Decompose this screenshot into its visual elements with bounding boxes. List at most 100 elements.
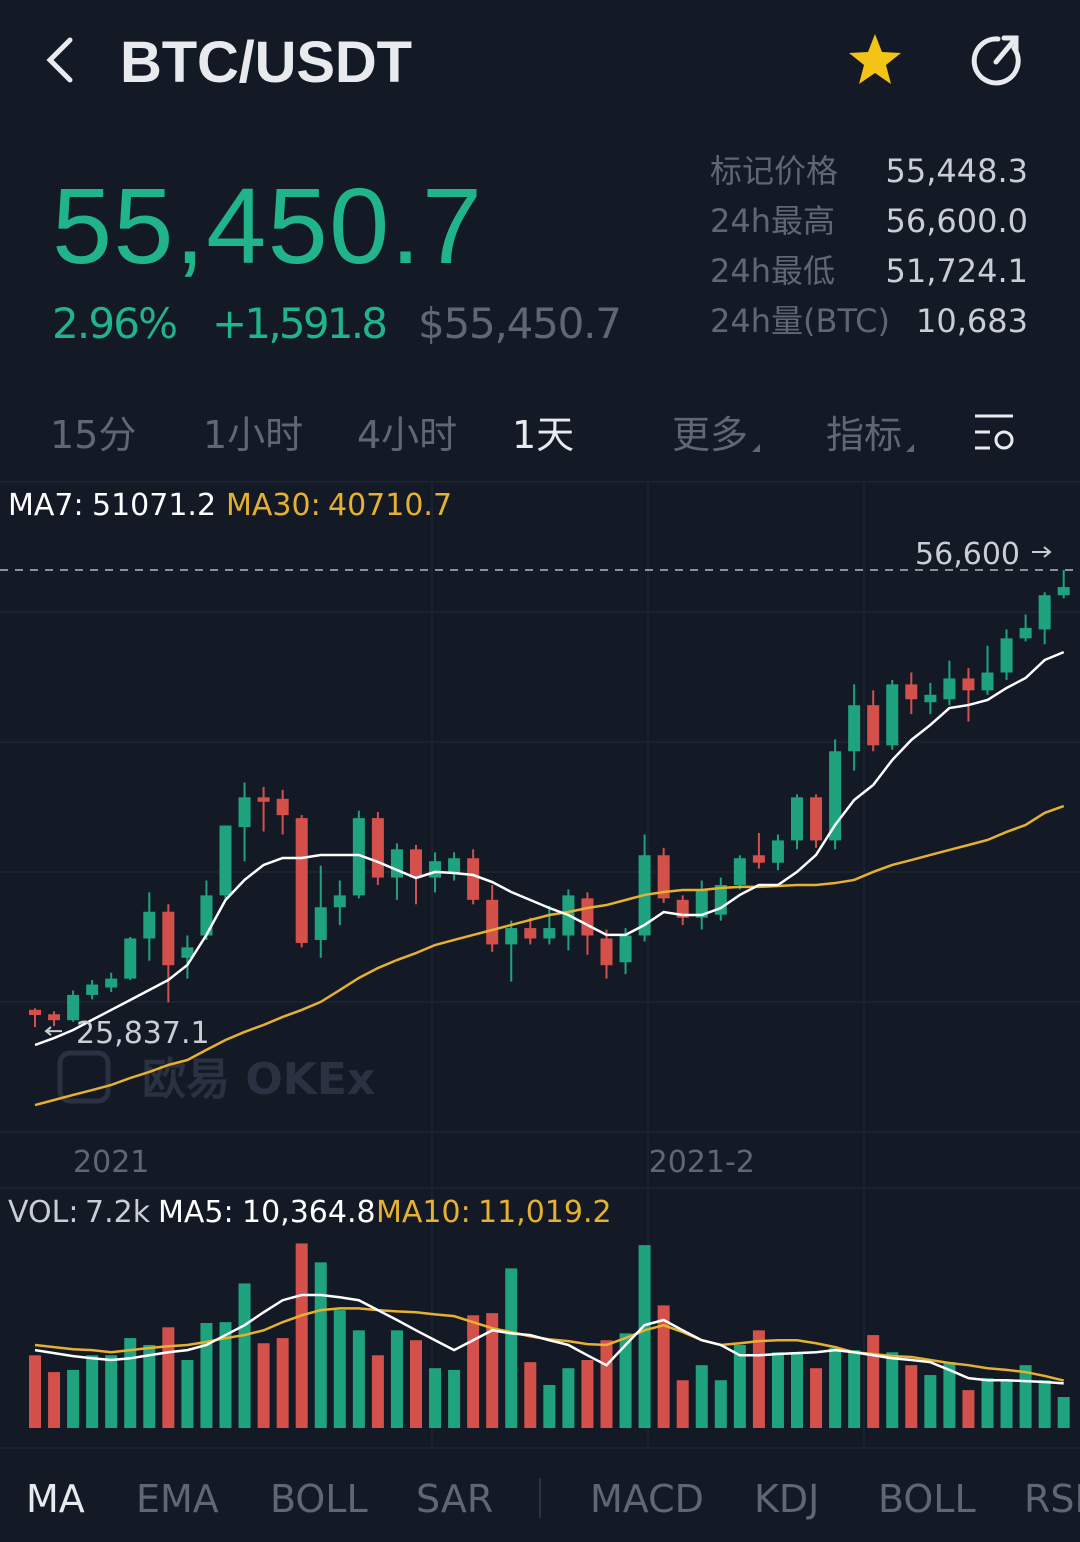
volume-legend: MA5: (158, 1195, 234, 1230)
high-marker-arrow (1032, 546, 1052, 558)
candle-body (581, 898, 594, 936)
volume-bar (219, 1322, 232, 1428)
volume-bar (924, 1375, 937, 1428)
candle-body (1000, 638, 1013, 673)
volume-bar (181, 1360, 194, 1428)
indicator-tab[interactable]: EMA (136, 1477, 219, 1521)
volume-legend: 10,364.8 (242, 1195, 376, 1230)
volume-bar (848, 1350, 861, 1428)
volume-bar (695, 1365, 708, 1428)
interval-bar: 15分 1小时 4小时 1天 更多 指标 (50, 413, 902, 457)
volume-bar (314, 1262, 327, 1428)
interval-tab[interactable]: 指标 (826, 413, 902, 457)
candle-body (200, 895, 213, 936)
volume-bar (867, 1335, 880, 1428)
volume-bar (733, 1344, 746, 1428)
volume-legend: VOL: (8, 1195, 78, 1230)
share-button[interactable] (971, 35, 1021, 86)
ma7-line (34, 650, 1065, 1047)
stat-value: 10,683 (916, 302, 1028, 340)
usd-price: $55,450.7 (418, 299, 622, 348)
volume-bar (581, 1360, 594, 1428)
indicator-tab[interactable]: MACD (590, 1477, 704, 1521)
last-price: 55,450.7 (52, 165, 482, 286)
candle-body (124, 938, 137, 979)
stat-value: 55,448.3 (886, 152, 1029, 190)
interval-tab[interactable]: 4小时 (357, 413, 457, 457)
stat-label: 24h最低 (710, 252, 835, 290)
share-arrow (993, 35, 1019, 65)
candle-body (810, 797, 823, 841)
volume-legend: 7.2k (85, 1195, 151, 1230)
volume-bar (1019, 1365, 1032, 1428)
candle-body (257, 797, 270, 802)
chart-settings[interactable] (975, 414, 1014, 450)
volume-bar (600, 1340, 613, 1428)
indicator-tab[interactable]: BOLL (878, 1477, 976, 1521)
volume-bar (810, 1368, 823, 1428)
candle-body (238, 797, 251, 828)
candle-body (848, 705, 861, 752)
chart-grid (0, 481, 1080, 1449)
ma5-line (34, 1293, 1064, 1385)
volume-bar (295, 1243, 308, 1428)
interval-tab[interactable]: 1小时 (203, 413, 303, 457)
stat-label: 24h最高 (710, 202, 835, 240)
ma7-value: 51071.2 (92, 488, 216, 523)
candle-body (752, 855, 765, 863)
candle-body (333, 895, 346, 908)
ma30-line (34, 804, 1065, 1107)
candle-body (295, 818, 308, 943)
volume-bar (124, 1338, 137, 1428)
volume-bar (276, 1338, 289, 1428)
favorite-star[interactable] (849, 34, 901, 84)
candle-body (105, 978, 118, 988)
volume-bar (676, 1380, 689, 1428)
indicator-tab[interactable]: KDJ (754, 1477, 819, 1521)
volume-bar (1038, 1380, 1051, 1428)
volume-bar (771, 1352, 784, 1428)
volume-bar (86, 1355, 99, 1428)
indicator-tab[interactable]: BOLL (270, 1477, 368, 1521)
candle-body (771, 840, 784, 863)
volume-bar (524, 1362, 537, 1428)
interval-tab[interactable]: 15分 (50, 413, 136, 457)
volume-bar (791, 1352, 803, 1428)
volume-bar (390, 1330, 403, 1428)
volume-bar (105, 1355, 118, 1428)
candle-body (1019, 627, 1032, 639)
volume-bar (467, 1315, 480, 1428)
candle-body (924, 694, 937, 703)
candle-body (29, 1009, 41, 1015)
volume-bar (410, 1340, 422, 1428)
indicator-tab[interactable]: RSI (1024, 1477, 1080, 1521)
interval-tab[interactable]: 更多 (672, 413, 748, 457)
indicator-tabs: MA EMA BOLL SAR MACD KDJ BOLL RSI (26, 1477, 1080, 1521)
volume-bar (943, 1362, 956, 1428)
volume-bar (29, 1355, 41, 1428)
volume-bar (486, 1313, 499, 1428)
back-button[interactable] (46, 37, 73, 83)
stat-value: 51,724.1 (886, 252, 1029, 290)
candle-body (619, 935, 632, 963)
volume-bar (162, 1327, 175, 1428)
x-tick-label: 2021 (73, 1145, 149, 1180)
indicator-tab[interactable]: MA (26, 1477, 85, 1521)
volume-bar (714, 1380, 727, 1428)
interval-tab[interactable]: 1天 (512, 413, 574, 457)
stat-value: 56,600.0 (886, 202, 1029, 240)
candle-body (67, 994, 80, 1021)
volume-bar (505, 1268, 518, 1428)
volume-bar (962, 1390, 975, 1428)
candle-body (410, 849, 422, 878)
candle-body (86, 984, 99, 995)
volume-bar (905, 1365, 918, 1428)
indicator-tab[interactable]: SAR (416, 1477, 493, 1521)
ma30-name: MA30: (226, 488, 321, 523)
candle-body (981, 672, 994, 691)
candle-body (48, 1014, 61, 1021)
volume-bar (48, 1372, 61, 1428)
volume-bar (638, 1245, 651, 1428)
